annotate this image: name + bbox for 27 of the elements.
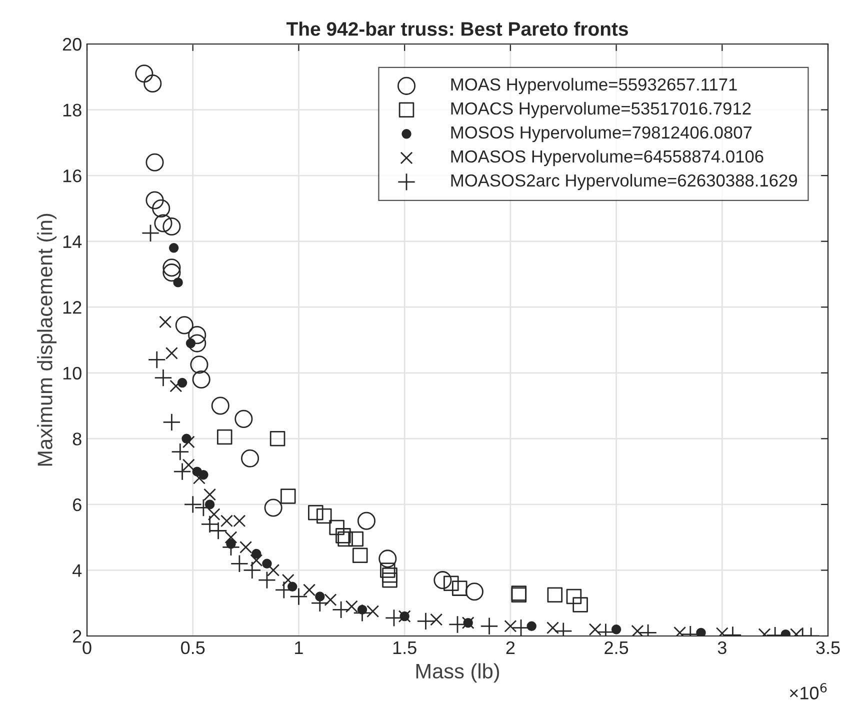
y-tick-label: 10 [63, 366, 82, 380]
y-tick-label: 4 [72, 564, 82, 577]
x-tick-label: 2.5 [604, 641, 628, 654]
y-tick-label: 18 [63, 104, 82, 116]
y-tick-label: 16 [63, 169, 82, 182]
x-tick-label: 2 [506, 641, 515, 654]
x-tick-label: 1 [295, 642, 303, 654]
x-tick-label: 3 [718, 641, 726, 654]
y-tick-label: 6 [73, 498, 82, 512]
x-axis-title: Mass (lb) [416, 663, 500, 683]
x-tick-label: 0 [82, 641, 92, 654]
y-tick-label: 2 [73, 630, 82, 643]
y-tick-label: 14 [63, 235, 82, 248]
x-tick-label: 0.5 [181, 641, 205, 654]
y-tick-label: 12 [63, 301, 82, 314]
y-axis-title: Maximum displacement (in) [37, 214, 56, 466]
legend-label: MOASOS Hypervolume=64558874.0106 [451, 150, 764, 166]
legend-label: MOSOS Hypervolume=79812406.0807 [451, 126, 752, 142]
chart-title: The 942-bar truss: Best Pareto fronts [286, 22, 628, 36]
y-tick-label: 8 [72, 432, 82, 446]
legend-label: MOASOS2arc Hypervolume=62630388.1629 [451, 174, 797, 190]
x-tick-label: 1.5 [393, 642, 416, 654]
text: ×10$^{6}$ [790, 682, 827, 700]
y-tick-label: 20 [62, 38, 82, 51]
legend-label: MOACS Hypervolume=53517016.7912 [451, 102, 751, 118]
legend-label: MOAS Hypervolume=55932657.1171 [451, 78, 737, 94]
x-tick-label: 3.5 [816, 641, 840, 654]
